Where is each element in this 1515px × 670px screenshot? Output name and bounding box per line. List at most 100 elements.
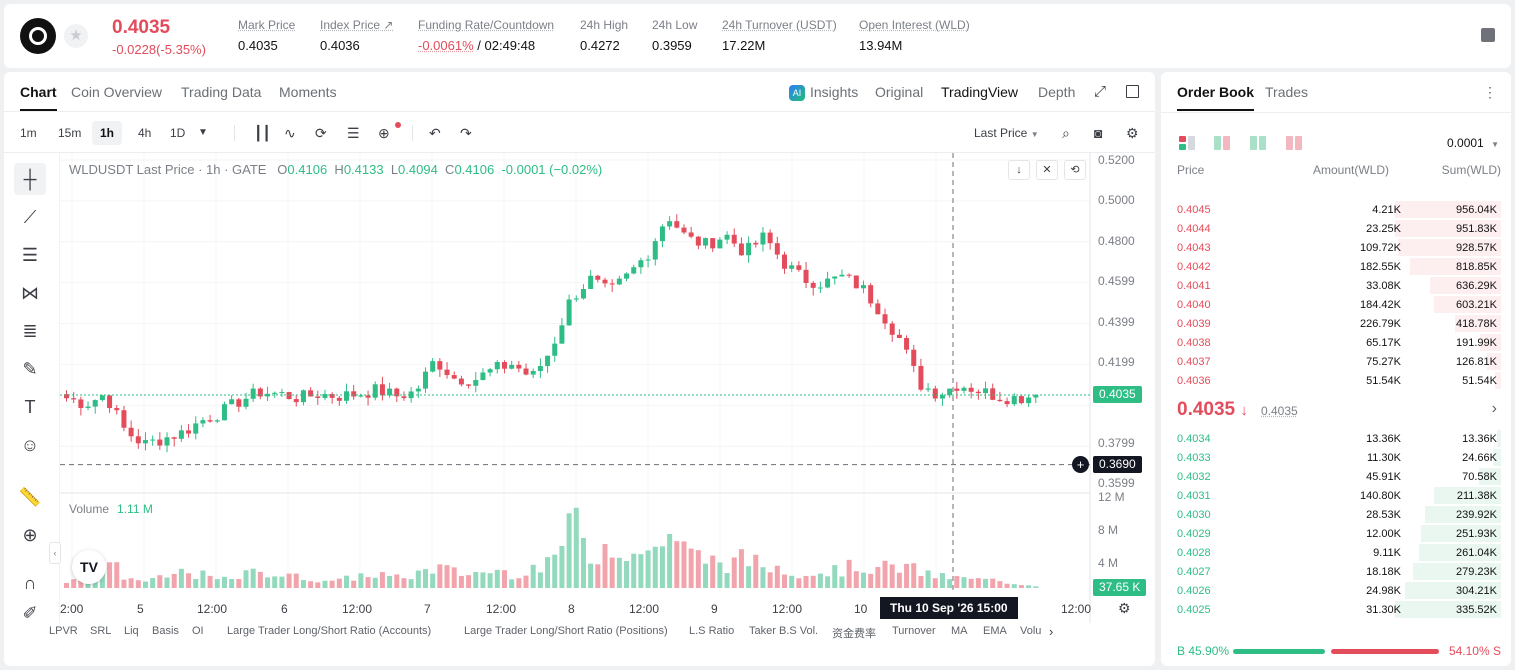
search-icon[interactable]: ⌕ <box>1062 125 1070 141</box>
add-alert-icon[interactable]: ⊕ <box>378 125 390 141</box>
timeframe-1d[interactable]: 1D <box>170 126 186 140</box>
magnet-tool-icon[interactable]: ∩ <box>23 573 37 593</box>
bid-row[interactable]: 0.4031 140.80K 211.38K <box>1161 486 1511 505</box>
ask-row[interactable]: 0.4044 23.25K 951.83K <box>1161 219 1511 238</box>
fullscreen-icon[interactable] <box>1126 85 1139 98</box>
tab-moments[interactable]: Moments <box>279 84 337 100</box>
indicator-tab[interactable]: EMA <box>983 625 1007 637</box>
volume-bar <box>300 580 306 588</box>
indicator-tab[interactable]: 资金费率 <box>832 628 876 640</box>
timeframe-1h[interactable]: 1h <box>92 121 123 145</box>
notebook-icon[interactable] <box>1481 28 1495 42</box>
view-both-icon[interactable] <box>1179 136 1195 150</box>
bid-row[interactable]: 0.4032 45.91K 70.58K <box>1161 467 1511 486</box>
stat-24h-turnover[interactable]: 24h Turnover (USDT) 17.22M <box>722 18 837 53</box>
tab-trades[interactable]: Trades <box>1265 84 1309 100</box>
indicators-next-icon[interactable]: › <box>1049 624 1054 639</box>
bid-row[interactable]: 0.4030 28.53K 239.92K <box>1161 505 1511 524</box>
bid-row[interactable]: 0.4033 11.30K 24.66K <box>1161 448 1511 467</box>
indicator-tab[interactable]: Volu <box>1020 625 1042 637</box>
reset-view-icon[interactable]: ⟲ <box>1064 160 1086 180</box>
tab-order-book[interactable]: Order Book <box>1177 84 1255 111</box>
compare-icon[interactable]: ⟳ <box>315 125 327 141</box>
price-type-select[interactable]: Last Price ▼ <box>974 126 1039 140</box>
stat-funding-rate[interactable]: Funding Rate/Countdown -0.0061% / 02:49:… <box>418 18 554 53</box>
scroll-down-icon[interactable]: ↓ <box>1008 160 1030 180</box>
bid-row[interactable]: 0.4034 13.36K 13.36K <box>1161 429 1511 448</box>
indicator-tab[interactable]: SRL <box>90 625 112 637</box>
ruler-tool-icon[interactable]: 📏 <box>18 487 42 507</box>
indicator-tab[interactable]: Basis <box>152 625 179 637</box>
tab-depth[interactable]: Depth <box>1038 84 1076 100</box>
pattern-tool-icon[interactable]: ⋈ <box>21 283 39 303</box>
tab-original[interactable]: Original <box>875 84 924 100</box>
ask-row[interactable]: 0.4040 184.42K 603.21K <box>1161 295 1511 314</box>
tab-insights[interactable]: AI Insights <box>789 84 858 101</box>
stat-index-price[interactable]: Index Price ↗ 0.4036 <box>320 18 393 53</box>
ask-row[interactable]: 0.4036 51.54K 51.54K <box>1161 371 1511 390</box>
collapse-toolbar-icon[interactable]: ‹ <box>49 542 61 564</box>
emoji-tool-icon[interactable]: ☺ <box>20 435 40 455</box>
tab-coin-overview[interactable]: Coin Overview <box>71 84 163 100</box>
axis-settings-icon[interactable]: ⚙ <box>1118 600 1131 616</box>
stat-mark-price[interactable]: Mark Price 0.4035 <box>238 18 295 53</box>
tradingview-logo-icon[interactable]: TV <box>72 550 106 584</box>
brush-tool-icon[interactable]: ✎ <box>22 359 38 379</box>
ask-row[interactable]: 0.4042 182.55K 818.85K <box>1161 257 1511 276</box>
tab-trading-data[interactable]: Trading Data <box>181 84 262 100</box>
bid-row[interactable]: 0.4025 31.30K 335.52K <box>1161 600 1511 619</box>
indicator-tab[interactable]: Liq <box>124 625 139 637</box>
price-tick-label: 0.4599 <box>1098 274 1135 289</box>
indicator-tab[interactable]: MA <box>951 625 968 637</box>
text-tool-icon[interactable]: T <box>24 397 36 417</box>
ask-row[interactable]: 0.4041 33.08K 636.29K <box>1161 276 1511 295</box>
indicator-tab[interactable]: Large Trader Long/Short Ratio (Positions… <box>464 625 668 637</box>
bid-row[interactable]: 0.4029 12.00K 251.93K <box>1161 524 1511 543</box>
candlestick-chart[interactable] <box>60 153 1155 623</box>
stat-open-interest[interactable]: Open Interest (WLD) 13.94M <box>859 18 970 53</box>
chevron-right-icon[interactable]: › <box>1491 400 1497 417</box>
ask-row[interactable]: 0.4043 109.72K 928.57K <box>1161 238 1511 257</box>
ask-row[interactable]: 0.4039 226.79K 418.78K <box>1161 314 1511 333</box>
favorite-star-icon[interactable]: ★ <box>64 24 88 48</box>
pencil-tool-icon[interactable]: ✐ <box>22 603 38 623</box>
timeframe-dropdown-icon[interactable]: ▼ <box>198 127 208 138</box>
redo-icon[interactable]: ↷ <box>460 125 472 141</box>
bid-row[interactable]: 0.4027 18.18K 279.23K <box>1161 562 1511 581</box>
ask-row[interactable]: 0.4045 4.21K 956.04K <box>1161 200 1511 219</box>
collapse-icon[interactable]: ✕ <box>1036 160 1058 180</box>
indicator-tab[interactable]: Turnover <box>892 625 936 637</box>
fib-tool-icon[interactable]: ≣ <box>22 321 38 341</box>
candlestick-type-icon[interactable]: ┃┃ <box>254 125 271 141</box>
precision-select[interactable]: 0.0001 ▼ <box>1447 136 1499 150</box>
tab-tradingview[interactable]: TradingView <box>941 84 1019 100</box>
settings-gear-icon[interactable]: ⚙ <box>1126 125 1139 141</box>
zoom-in-tool-icon[interactable]: ⊕ <box>22 525 38 545</box>
timeframe-4h[interactable]: 4h <box>138 126 152 140</box>
horizontal-lines-tool-icon[interactable]: ☰ <box>21 245 39 265</box>
timeframe-15m[interactable]: 15m <box>58 126 82 140</box>
camera-icon[interactable]: ◙ <box>1094 125 1103 141</box>
more-options-icon[interactable]: ⋮ <box>1483 84 1497 100</box>
bid-row[interactable]: 0.4028 9.11K 261.04K <box>1161 543 1511 562</box>
bid-row[interactable]: 0.4026 24.98K 304.21K <box>1161 581 1511 600</box>
templates-icon[interactable]: ☰ <box>347 125 360 141</box>
indicators-icon[interactable]: ∿ <box>284 125 296 141</box>
indicator-tab[interactable]: OI <box>192 625 204 637</box>
undo-icon[interactable]: ↶ <box>429 125 441 141</box>
crosshair-tool-icon[interactable]: ┼ <box>14 163 46 195</box>
expand-icon[interactable]: ⤢ <box>1094 83 1107 100</box>
ask-row[interactable]: 0.4038 65.17K 191.99K <box>1161 333 1511 352</box>
indicator-tab[interactable]: Taker B.S Vol. <box>749 625 819 637</box>
view-bids-icon[interactable] <box>1250 136 1266 150</box>
view-mixed-icon[interactable] <box>1214 136 1230 150</box>
ask-row[interactable]: 0.4037 75.27K 126.81K <box>1161 352 1511 371</box>
indicator-tab[interactable]: LPVR <box>49 625 78 637</box>
view-asks-icon[interactable] <box>1286 136 1302 150</box>
timeframe-1m[interactable]: 1m <box>20 126 37 140</box>
tab-chart[interactable]: Chart <box>20 84 57 111</box>
trendline-tool-icon[interactable]: ⟋ <box>23 207 37 227</box>
indicator-tab[interactable]: Large Trader Long/Short Ratio (Accounts) <box>227 625 432 637</box>
indicator-tab[interactable]: L.S Ratio <box>689 625 735 637</box>
add-order-plus-icon[interactable]: + <box>1072 456 1089 473</box>
